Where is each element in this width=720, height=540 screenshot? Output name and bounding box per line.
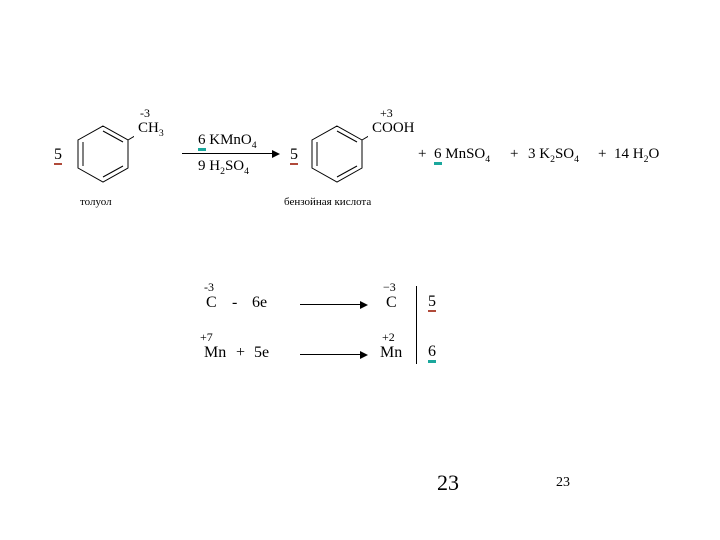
plus2: +: [510, 146, 518, 163]
substituent-toluene: CH3: [138, 120, 164, 139]
reagent-top: 6 KMnO4: [198, 132, 257, 151]
mn-multiplier: 6: [428, 343, 436, 361]
mn-plus: +: [236, 344, 245, 362]
label-acid: бензойная кислота: [284, 196, 371, 208]
page-number-large: 23: [437, 470, 459, 496]
multiplier-divider: [416, 286, 417, 364]
chemistry-slide: { "reaction": { "coef_toluene": "5", "ox…: [0, 0, 720, 540]
c-multiplier: 5: [428, 293, 436, 311]
c-ox-left: -3: [204, 280, 214, 295]
mn-ox-right: +2: [382, 330, 395, 345]
coef-toluene: 5: [54, 146, 62, 164]
plus3: +: [598, 146, 606, 163]
benzene-ring-acid: [306, 122, 368, 184]
product-k2so4: 3 K2SO4: [528, 146, 579, 165]
c-electrons: 6e: [252, 294, 267, 312]
c-ox-right: −3: [383, 280, 396, 295]
product-mnso4: 6 MnSO4: [434, 146, 490, 165]
page-number-small: 23: [556, 475, 570, 491]
oxidation-toluene: -3: [140, 106, 150, 121]
mn-left: Mn: [204, 344, 226, 362]
underline-red: 5: [54, 146, 62, 165]
coef-acid: 5: [290, 146, 298, 164]
mn-right: Mn: [380, 344, 402, 362]
mn-electrons: 5e: [254, 344, 269, 362]
product-h2o: 14 H2O: [614, 146, 659, 165]
benzene-ring-toluene: [72, 122, 134, 184]
reagent-bottom: 9 H2SO4: [198, 158, 249, 177]
plus1: +: [418, 146, 426, 163]
c-minus: -: [232, 294, 237, 312]
mn-ox-left: +7: [200, 330, 213, 345]
oxidation-acid: +3: [380, 106, 393, 121]
substituent-acid: COOH: [372, 120, 415, 137]
c-right: C: [386, 294, 397, 312]
label-toluene: толуол: [80, 196, 112, 208]
c-left: C: [206, 294, 217, 312]
